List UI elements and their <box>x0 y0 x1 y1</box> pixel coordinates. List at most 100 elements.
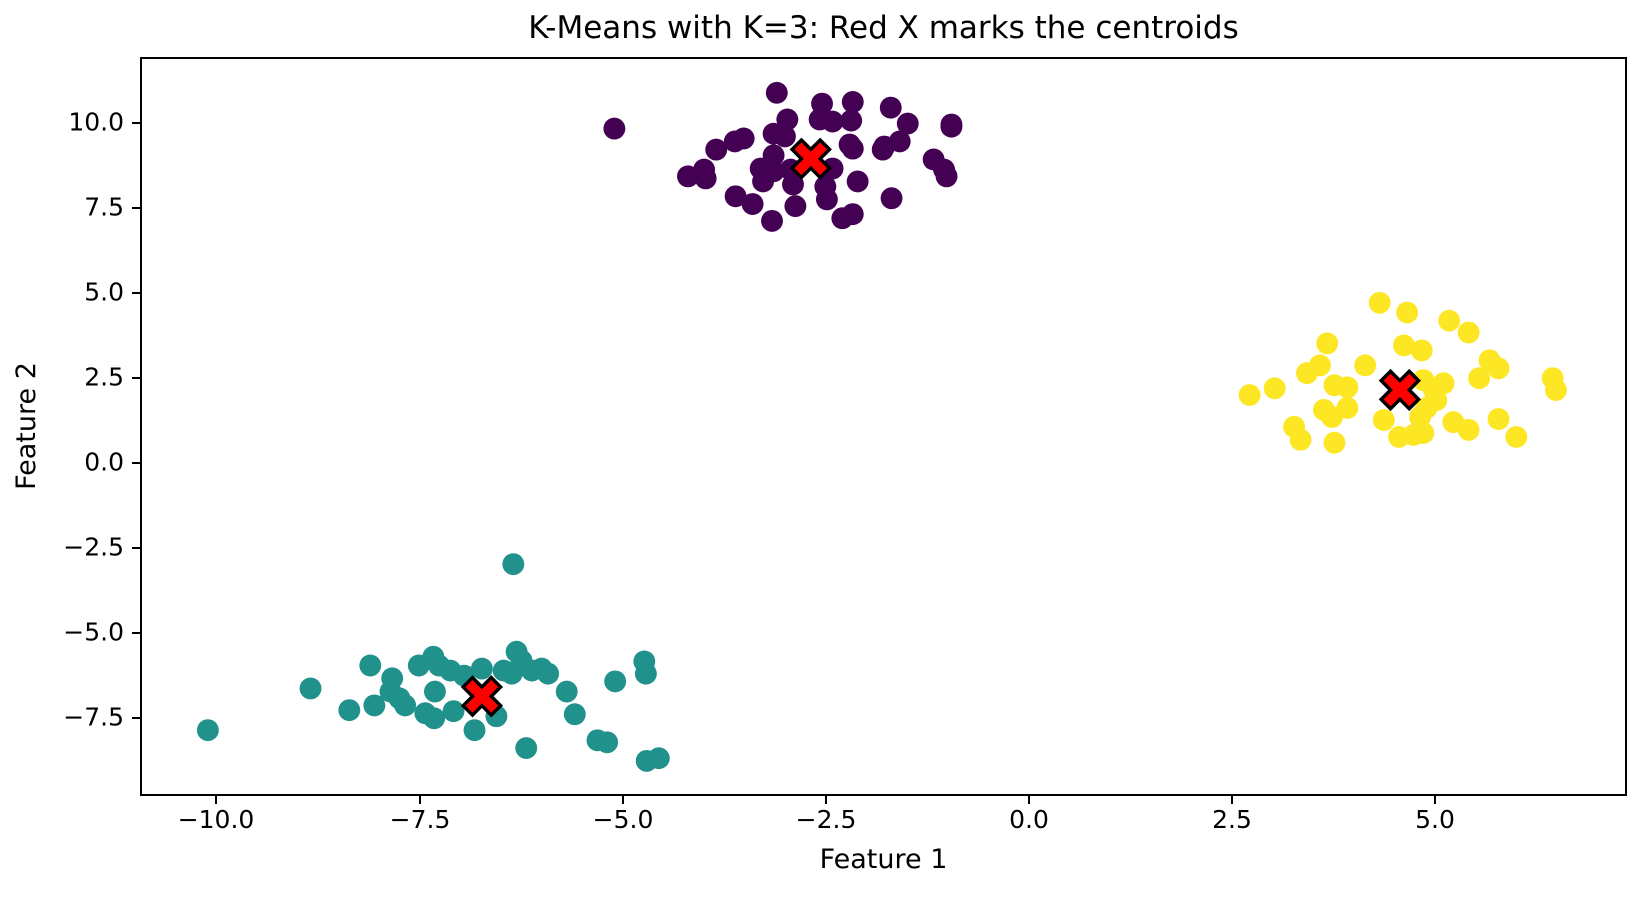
x-axis-label: Feature 1 <box>819 844 948 875</box>
data-point-cluster-1-teal <box>363 694 386 717</box>
data-point-cluster-2-yellow <box>1336 396 1359 419</box>
centroid-marker <box>789 137 832 180</box>
data-point-cluster-1-teal <box>424 680 446 703</box>
data-point-cluster-2-yellow <box>1323 431 1346 454</box>
data-point-cluster-1-teal <box>604 670 627 693</box>
data-point-cluster-1-teal <box>407 654 430 677</box>
data-point-cluster-0-purple <box>741 193 764 215</box>
y-tick-label: 2.5 <box>84 362 124 392</box>
data-point-cluster-0-purple <box>888 130 911 153</box>
data-point-cluster-1-teal <box>299 677 322 700</box>
data-point-cluster-2-yellow <box>1368 291 1391 314</box>
data-point-cluster-2-yellow <box>1296 362 1318 385</box>
data-point-cluster-0-purple <box>896 112 919 135</box>
data-point-cluster-2-yellow <box>1457 418 1480 441</box>
data-point-cluster-1-teal <box>515 737 538 759</box>
data-point-cluster-1-teal <box>500 662 523 685</box>
x-tick-label: −5.0 <box>592 805 654 834</box>
data-point-cluster-2-yellow <box>1487 357 1510 380</box>
data-point-cluster-0-purple <box>603 117 626 140</box>
data-point-cluster-2-yellow <box>1438 309 1461 332</box>
y-tick-label: 7.5 <box>84 192 124 222</box>
data-point-cluster-0-purple <box>693 158 716 181</box>
data-point-cluster-0-purple <box>765 81 788 104</box>
data-point-cluster-0-purple <box>879 96 902 119</box>
data-point-cluster-1-teal <box>463 719 486 742</box>
data-point-cluster-0-purple <box>784 195 807 218</box>
y-tick-mark <box>132 632 140 634</box>
x-tick-mark <box>622 796 624 804</box>
data-point-cluster-0-purple <box>773 125 796 148</box>
data-point-cluster-0-purple <box>815 188 838 211</box>
y-tick-mark <box>132 547 140 549</box>
y-tick-mark <box>132 122 140 124</box>
data-point-cluster-2-yellow <box>1393 334 1415 357</box>
data-point-cluster-2-yellow <box>1316 332 1339 355</box>
data-point-cluster-1-teal <box>359 654 382 677</box>
data-point-cluster-2-yellow <box>1396 301 1419 324</box>
x-tick-label: −10.0 <box>177 805 255 834</box>
data-point-cluster-2-yellow <box>1263 377 1286 400</box>
data-point-cluster-0-purple <box>880 187 903 210</box>
data-point-cluster-0-purple <box>841 91 864 113</box>
x-tick-mark <box>1434 796 1436 804</box>
data-point-cluster-2-yellow <box>1354 354 1377 377</box>
x-tick-label: 2.5 <box>1212 805 1252 834</box>
data-point-cluster-1-teal <box>647 747 670 770</box>
data-point-cluster-0-purple <box>846 170 869 193</box>
y-tick-label: −5.0 <box>63 617 124 647</box>
data-point-cluster-2-yellow <box>1545 379 1567 401</box>
centroid-marker <box>1378 368 1422 412</box>
data-point-cluster-2-yellow <box>1336 376 1359 399</box>
y-tick-label: −7.5 <box>63 702 124 732</box>
data-point-cluster-2-yellow <box>1410 339 1433 362</box>
data-point-cluster-2-yellow <box>1289 428 1312 451</box>
x-tick-mark <box>419 796 421 804</box>
data-point-cluster-1-teal <box>502 553 525 576</box>
y-tick-label: 10.0 <box>68 107 124 137</box>
data-point-cluster-0-purple <box>821 110 844 133</box>
data-point-cluster-1-teal <box>537 662 560 685</box>
x-tick-mark <box>1231 796 1233 804</box>
data-point-cluster-0-purple <box>841 203 864 226</box>
data-point-cluster-0-purple <box>724 185 747 208</box>
x-tick-label: −7.5 <box>389 805 451 834</box>
data-point-cluster-1-teal <box>442 700 465 723</box>
data-point-cluster-0-purple <box>761 209 783 232</box>
data-point-cluster-1-teal <box>470 657 493 680</box>
data-point-cluster-0-purple <box>821 157 844 180</box>
data-point-cluster-0-purple <box>940 115 963 138</box>
data-point-cluster-1-teal <box>338 699 361 722</box>
chart-title: K-Means with K=3: Red X marks the centro… <box>528 10 1239 46</box>
y-tick-mark <box>132 717 140 719</box>
data-point-cluster-0-purple <box>776 108 799 131</box>
x-tick-label: 0.0 <box>1009 805 1049 834</box>
x-tick-label: 5.0 <box>1415 805 1455 834</box>
data-point-cluster-1-teal <box>596 731 619 754</box>
data-point-cluster-0-purple <box>705 138 728 161</box>
y-tick-label: 0.0 <box>84 447 124 477</box>
data-point-cluster-1-teal <box>196 719 219 742</box>
y-tick-mark <box>132 462 140 464</box>
data-point-cluster-0-purple <box>871 138 894 161</box>
data-point-cluster-0-purple <box>840 109 863 132</box>
data-point-cluster-0-purple <box>935 165 958 188</box>
data-point-cluster-0-purple <box>732 127 755 150</box>
plot-area <box>140 57 1627 796</box>
data-point-cluster-2-yellow <box>1412 422 1435 444</box>
x-tick-label: −2.5 <box>795 805 857 834</box>
y-axis-label: Feature 2 <box>11 362 43 490</box>
centroid-marker <box>460 675 504 718</box>
y-tick-label: 5.0 <box>84 277 124 307</box>
y-tick-mark <box>132 292 140 294</box>
data-point-cluster-0-purple <box>841 137 864 160</box>
y-tick-label: −2.5 <box>63 532 124 562</box>
data-point-cluster-1-teal <box>423 707 446 730</box>
data-point-cluster-1-teal <box>394 694 417 717</box>
scatter-canvas <box>196 81 1567 772</box>
data-point-cluster-2-yellow <box>1372 409 1395 431</box>
data-point-cluster-2-yellow <box>1505 426 1528 448</box>
data-point-cluster-2-yellow <box>1487 408 1510 430</box>
x-tick-mark <box>825 796 827 804</box>
